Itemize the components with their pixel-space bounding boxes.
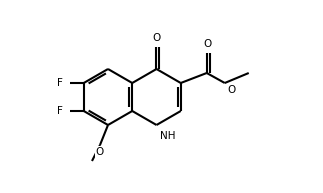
Text: O: O — [96, 147, 104, 157]
Text: O: O — [203, 39, 212, 49]
Text: NH: NH — [161, 131, 176, 141]
Text: F: F — [57, 106, 63, 116]
Text: F: F — [57, 78, 63, 88]
Text: O: O — [152, 33, 161, 43]
Text: O: O — [228, 85, 236, 95]
